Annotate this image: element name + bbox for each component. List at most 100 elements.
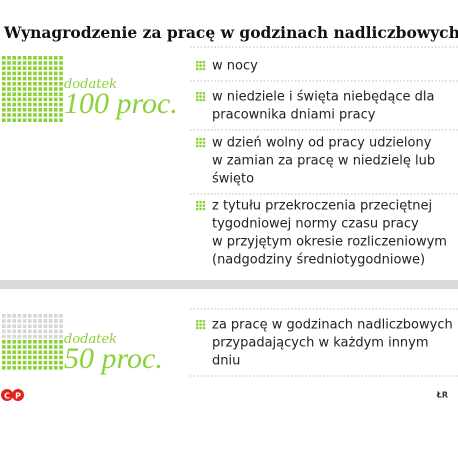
dot [22, 76, 27, 81]
dot [38, 61, 42, 65]
dot [22, 66, 27, 70]
dot [22, 314, 27, 318]
bullet-icon [199, 67, 202, 71]
dot [43, 345, 48, 349]
dot [12, 56, 16, 60]
dot [33, 350, 37, 354]
dot [48, 76, 53, 81]
dot [17, 360, 22, 365]
dot [7, 324, 11, 328]
dot [28, 314, 32, 318]
bullet-icon [199, 323, 202, 326]
dot [22, 324, 27, 328]
dot [43, 66, 48, 70]
logo: C P [1, 389, 24, 401]
dot [22, 61, 27, 65]
dot [59, 87, 63, 91]
dot [33, 108, 37, 112]
dot [38, 314, 42, 318]
dot [7, 56, 11, 60]
dot [33, 345, 37, 349]
dot [54, 97, 58, 102]
bullet-icon [196, 95, 199, 98]
dot [2, 118, 6, 122]
dot [54, 118, 58, 122]
dot [7, 97, 11, 102]
dot [2, 71, 6, 76]
dot [38, 71, 42, 76]
dot [12, 319, 16, 323]
dot [43, 87, 48, 91]
dot [54, 329, 58, 334]
dot [12, 113, 16, 117]
dot [28, 360, 32, 365]
dot [48, 340, 53, 344]
dot [38, 360, 42, 365]
bullet-icon [202, 95, 206, 98]
dot [22, 329, 27, 334]
dot [48, 71, 53, 76]
dot [38, 329, 42, 334]
dot [48, 66, 53, 70]
bullet-icon [196, 323, 199, 326]
dot [12, 366, 16, 370]
bullet-icon [196, 320, 199, 323]
bullet-icon [196, 61, 199, 64]
dot [2, 345, 6, 349]
dot [12, 350, 16, 354]
dot [38, 334, 42, 339]
dot [28, 324, 32, 328]
section-prefix: dodatek [64, 332, 117, 347]
bullet-icon [196, 144, 199, 148]
dot [17, 113, 22, 117]
dot [17, 82, 22, 86]
dot [12, 71, 16, 76]
title: Wynagrodzenie za pracę w godzinach nadli… [3, 23, 458, 42]
dot [12, 92, 16, 96]
dot [48, 82, 53, 86]
dot [2, 66, 6, 70]
dot [54, 366, 58, 370]
dot [54, 355, 58, 360]
dot [22, 97, 27, 102]
dot [33, 118, 37, 122]
dot [7, 314, 11, 318]
dot [33, 324, 37, 328]
dot [38, 108, 42, 112]
dot [54, 334, 58, 339]
dot [7, 350, 11, 354]
dot [33, 76, 37, 81]
dot [28, 355, 32, 360]
dot [48, 366, 53, 370]
dot [33, 102, 37, 107]
dot [33, 56, 37, 60]
bullet-icon [202, 141, 206, 144]
dot [2, 108, 6, 112]
dot [17, 92, 22, 96]
dot [17, 61, 22, 65]
dot [7, 118, 11, 122]
dot [22, 319, 27, 323]
dot [48, 355, 53, 360]
dot [2, 61, 6, 65]
dot [7, 366, 11, 370]
dot [2, 56, 6, 60]
dot [59, 118, 63, 122]
dot [43, 92, 48, 96]
dot [12, 82, 16, 86]
dot [7, 334, 11, 339]
dot [12, 66, 16, 70]
bullet-icon [199, 201, 202, 204]
dot [43, 366, 48, 370]
item-line: w zamian za pracę w niedzielę lub [212, 154, 435, 169]
dot [38, 319, 42, 323]
dot [7, 76, 11, 81]
dot [2, 76, 6, 81]
dot [22, 350, 27, 354]
bullet-icon [199, 207, 202, 211]
dot [48, 345, 53, 349]
dot [59, 360, 63, 365]
dot [54, 350, 58, 354]
dot [59, 355, 63, 360]
